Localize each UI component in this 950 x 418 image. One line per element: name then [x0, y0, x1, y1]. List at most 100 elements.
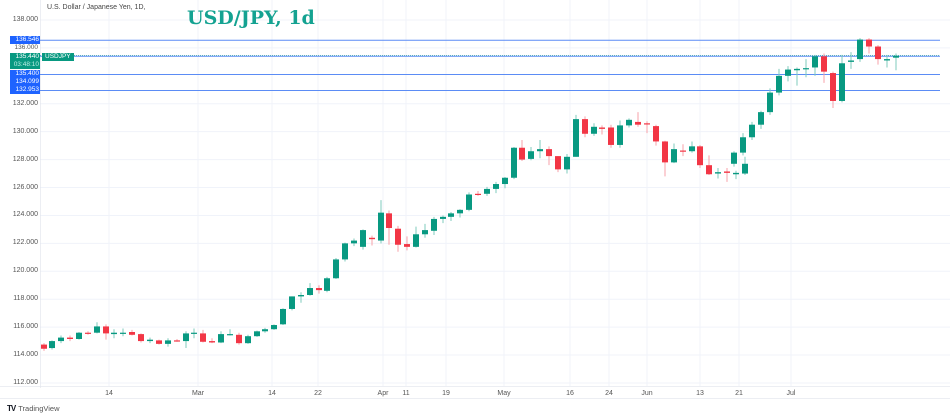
price-axis-label: 128.000 — [12, 155, 38, 163]
candle — [662, 140, 668, 177]
candle — [49, 340, 55, 350]
time-axis-label: Jun — [641, 390, 653, 397]
bar-countdown: 03:48:10 — [10, 61, 40, 69]
candle — [671, 143, 677, 164]
candle — [369, 235, 375, 246]
price-axis-label: 114.000 — [13, 351, 38, 359]
candle — [475, 191, 481, 196]
candle — [85, 331, 91, 335]
candle — [502, 177, 508, 189]
time-axis-label: Jul — [786, 390, 796, 397]
time-axis-label: 16 — [566, 390, 574, 397]
time-axis-label: Mar — [191, 390, 205, 397]
tradingview-logo-icon: TV — [7, 404, 16, 413]
price-axis-label: 132.000 — [12, 99, 38, 107]
symbol-label: USDJPY — [42, 53, 74, 61]
candle — [58, 335, 64, 344]
candle — [803, 59, 809, 78]
candle — [413, 226, 419, 248]
price-tag-134099: 134.099 — [10, 78, 40, 86]
candle — [351, 238, 357, 247]
candle — [546, 146, 552, 166]
candle — [138, 333, 144, 343]
candle — [156, 339, 162, 345]
candle — [591, 123, 597, 136]
candle — [839, 54, 845, 103]
candle — [316, 285, 322, 294]
price-axis-label: 120.000 — [12, 267, 38, 275]
candle — [626, 118, 632, 128]
candle — [573, 114, 579, 157]
candle — [404, 236, 410, 251]
candle — [307, 283, 313, 296]
candle — [386, 210, 392, 245]
candle — [724, 167, 730, 182]
candle — [289, 296, 295, 311]
candle — [67, 335, 73, 342]
candle — [200, 329, 206, 343]
candle — [821, 53, 827, 83]
candle — [689, 141, 695, 153]
candle — [191, 328, 197, 339]
candle — [493, 181, 499, 194]
candle — [555, 156, 561, 173]
candle — [635, 112, 641, 127]
candle — [749, 121, 755, 141]
current-price-tag: 135.440 — [10, 53, 40, 61]
time-axis-label: 14 — [105, 390, 113, 397]
price-tag-135400: 135.400 — [10, 70, 40, 78]
candle — [875, 45, 881, 65]
candle — [511, 147, 517, 180]
grid-lines — [40, 0, 950, 386]
candle — [582, 116, 588, 138]
time-axis-label: Apr — [377, 390, 389, 397]
price-axis-label-136: 136.000 — [14, 44, 39, 51]
candle — [448, 211, 454, 222]
candle — [830, 71, 836, 108]
candle — [440, 215, 446, 224]
candle — [537, 140, 543, 159]
time-axis-label: May — [497, 390, 511, 397]
time-axis-label: 14 — [268, 390, 276, 397]
candle — [519, 140, 525, 161]
chart-subtitle: U.S. Dollar / Japanese Yen, 1D, — [47, 4, 146, 11]
candle — [165, 338, 171, 347]
price-axis-separator — [40, 0, 41, 388]
price-axis-label: 138.000 — [12, 16, 38, 23]
candle — [103, 324, 109, 340]
price-tag-132953: 132.953 — [10, 86, 40, 94]
candle — [183, 331, 189, 349]
candle — [857, 38, 863, 62]
candle — [378, 200, 384, 244]
time-axis-label: 13 — [696, 390, 704, 397]
candle — [431, 216, 437, 235]
price-axis-label: 112.000 — [13, 378, 38, 386]
candle — [706, 155, 712, 175]
candle — [174, 338, 180, 342]
candle — [120, 328, 126, 337]
price-axis-label: 118.000 — [13, 295, 38, 303]
candle — [209, 338, 215, 344]
time-axis-label: 22 — [314, 390, 322, 397]
candle — [236, 332, 242, 345]
price-axis-label: 130.000 — [12, 127, 38, 135]
candle — [758, 110, 764, 129]
candle — [848, 52, 854, 69]
candle — [731, 151, 737, 167]
time-axis-label: 24 — [605, 390, 613, 397]
candle — [617, 120, 623, 148]
time-axis-bottom-border — [0, 398, 950, 399]
candle — [697, 144, 703, 168]
candle — [742, 156, 748, 175]
price-axis-label: 122.000 — [12, 239, 38, 247]
candles — [41, 38, 899, 351]
candle — [767, 88, 773, 115]
candle — [245, 334, 251, 344]
candle — [680, 144, 686, 157]
candle — [41, 343, 47, 351]
candle — [884, 54, 890, 68]
candle — [564, 154, 570, 174]
candle — [715, 167, 721, 179]
